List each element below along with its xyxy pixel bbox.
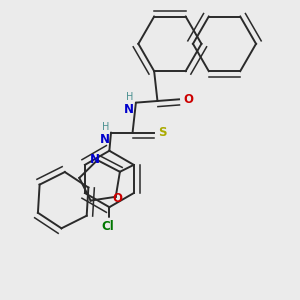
- Text: O: O: [183, 93, 193, 106]
- Text: H: H: [126, 92, 133, 102]
- Text: Cl: Cl: [101, 220, 114, 233]
- Text: O: O: [112, 192, 122, 205]
- Text: N: N: [100, 133, 110, 146]
- Text: N: N: [90, 153, 100, 166]
- Text: N: N: [124, 103, 134, 116]
- Text: H: H: [102, 122, 110, 132]
- Text: S: S: [158, 126, 166, 139]
